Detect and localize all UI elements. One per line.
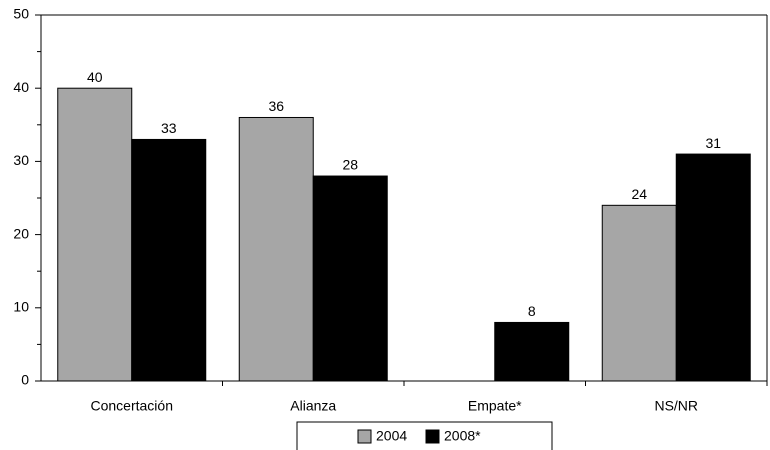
x-tick-label: Empate* <box>468 398 522 414</box>
bar <box>57 87 133 382</box>
data-label: 33 <box>161 120 177 136</box>
bar <box>131 138 207 382</box>
data-label: 28 <box>342 157 358 173</box>
legend-swatch <box>425 429 440 444</box>
data-label: 40 <box>87 69 103 85</box>
y-tick-label: 40 <box>13 79 29 95</box>
legend-label: 2004 <box>376 428 407 444</box>
legend-box <box>296 421 553 450</box>
bar <box>238 116 314 382</box>
y-tick-label: 50 <box>13 6 29 22</box>
legend-swatch <box>357 429 372 444</box>
y-tick-label: 0 <box>21 372 29 388</box>
data-label: 31 <box>705 135 721 151</box>
x-tick-label: Alianza <box>290 398 336 414</box>
bar <box>494 321 570 382</box>
bar <box>312 175 388 382</box>
y-tick-label: 20 <box>13 225 29 241</box>
x-tick-label: NS/NR <box>654 398 698 414</box>
bar <box>675 153 751 382</box>
data-label: 8 <box>528 303 536 319</box>
bar <box>601 204 677 382</box>
data-label: 24 <box>631 186 647 202</box>
y-tick-label: 30 <box>13 152 29 168</box>
data-label: 36 <box>268 98 284 114</box>
y-tick-label: 10 <box>13 299 29 315</box>
legend-label: 2008* <box>444 428 481 444</box>
x-tick-label: Concertación <box>91 398 174 414</box>
